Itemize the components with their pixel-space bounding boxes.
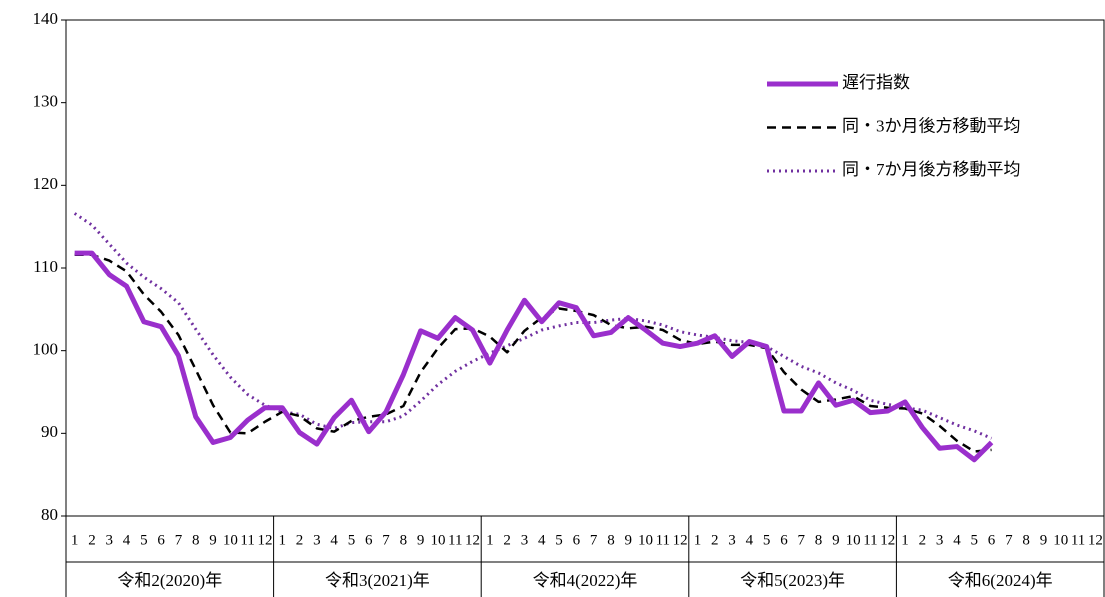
x-tick-label: 5 <box>555 532 563 548</box>
x-tick-label: 4 <box>123 532 131 548</box>
group-label: 令和4(2022)年 <box>533 571 638 590</box>
x-tick-label: 2 <box>711 532 719 548</box>
x-tick-label: 10 <box>638 532 653 548</box>
series-line <box>73 212 993 440</box>
x-tick-label: 1 <box>694 532 702 548</box>
x-tick-label: 12 <box>1088 532 1103 548</box>
x-tick-label: 9 <box>417 532 425 548</box>
x-tick-label: 10 <box>430 532 445 548</box>
legend-label: 同・3か月後方移動平均 <box>842 116 1021 135</box>
x-tick-label: 12 <box>880 532 895 548</box>
y-tick-label: 110 <box>33 257 58 276</box>
group-label: 令和3(2021)年 <box>325 571 430 590</box>
group-label: 令和2(2020)年 <box>117 571 222 590</box>
legend-label: 遅行指数 <box>842 73 910 92</box>
x-tick-label: 3 <box>106 532 114 548</box>
x-tick-label: 2 <box>919 532 927 548</box>
x-tick-label: 10 <box>846 532 861 548</box>
x-tick-label: 11 <box>240 532 254 548</box>
x-tick-label: 10 <box>223 532 238 548</box>
y-tick-label: 90 <box>41 422 58 441</box>
x-tick-label: 6 <box>573 532 581 548</box>
legend-label: 同・7か月後方移動平均 <box>842 160 1021 179</box>
x-tick-label: 5 <box>971 532 979 548</box>
x-tick-label: 4 <box>953 532 961 548</box>
x-tick-label: 9 <box>209 532 217 548</box>
x-tick-label: 3 <box>936 532 944 548</box>
x-tick-label: 2 <box>296 532 304 548</box>
x-tick-label: 11 <box>863 532 877 548</box>
x-tick-label: 7 <box>798 532 806 548</box>
x-tick-label: 8 <box>400 532 408 548</box>
x-tick-label: 5 <box>348 532 356 548</box>
x-tick-label: 1 <box>901 532 909 548</box>
x-tick-label: 11 <box>448 532 462 548</box>
x-tick-label: 7 <box>590 532 598 548</box>
x-tick-label: 6 <box>988 532 996 548</box>
x-tick-label: 7 <box>382 532 390 548</box>
x-tick-label: 11 <box>656 532 670 548</box>
x-tick-label: 2 <box>503 532 511 548</box>
x-tick-label: 10 <box>1053 532 1068 548</box>
y-tick-label: 100 <box>33 340 59 359</box>
x-tick-label: 6 <box>365 532 373 548</box>
x-tick-label: 1 <box>71 532 79 548</box>
x-tick-label: 9 <box>832 532 840 548</box>
x-tick-label: 5 <box>763 532 771 548</box>
x-tick-label: 4 <box>538 532 546 548</box>
x-tick-label: 12 <box>673 532 688 548</box>
x-tick-label: 3 <box>313 532 321 548</box>
x-tick-label: 8 <box>1022 532 1030 548</box>
series-line <box>74 253 992 453</box>
x-tick-label: 7 <box>175 532 183 548</box>
x-tick-label: 1 <box>279 532 287 548</box>
x-tick-label: 4 <box>330 532 338 548</box>
group-label: 令和5(2023)年 <box>740 571 845 590</box>
x-tick-label: 12 <box>465 532 480 548</box>
x-tick-label: 8 <box>815 532 823 548</box>
x-tick-label: 1 <box>486 532 494 548</box>
series-line <box>74 250 994 463</box>
x-tick-label: 11 <box>1071 532 1085 548</box>
x-tick-label: 6 <box>157 532 165 548</box>
x-tick-label: 9 <box>1040 532 1048 548</box>
x-tick-label: 5 <box>140 532 148 548</box>
x-tick-label: 4 <box>746 532 754 548</box>
x-tick-label: 3 <box>728 532 736 548</box>
x-tick-label: 2 <box>88 532 96 548</box>
x-tick-label: 8 <box>192 532 200 548</box>
y-tick-label: 140 <box>33 9 59 28</box>
y-tick-label: 80 <box>41 505 58 524</box>
x-tick-label: 7 <box>1005 532 1013 548</box>
x-tick-label: 6 <box>780 532 788 548</box>
x-tick-label: 12 <box>257 532 272 548</box>
y-tick-label: 120 <box>33 174 59 193</box>
x-tick-label: 9 <box>625 532 633 548</box>
x-tick-label: 3 <box>521 532 529 548</box>
group-label: 令和6(2024)年 <box>948 571 1053 590</box>
y-tick-label: 130 <box>33 92 59 111</box>
x-tick-label: 8 <box>607 532 615 548</box>
